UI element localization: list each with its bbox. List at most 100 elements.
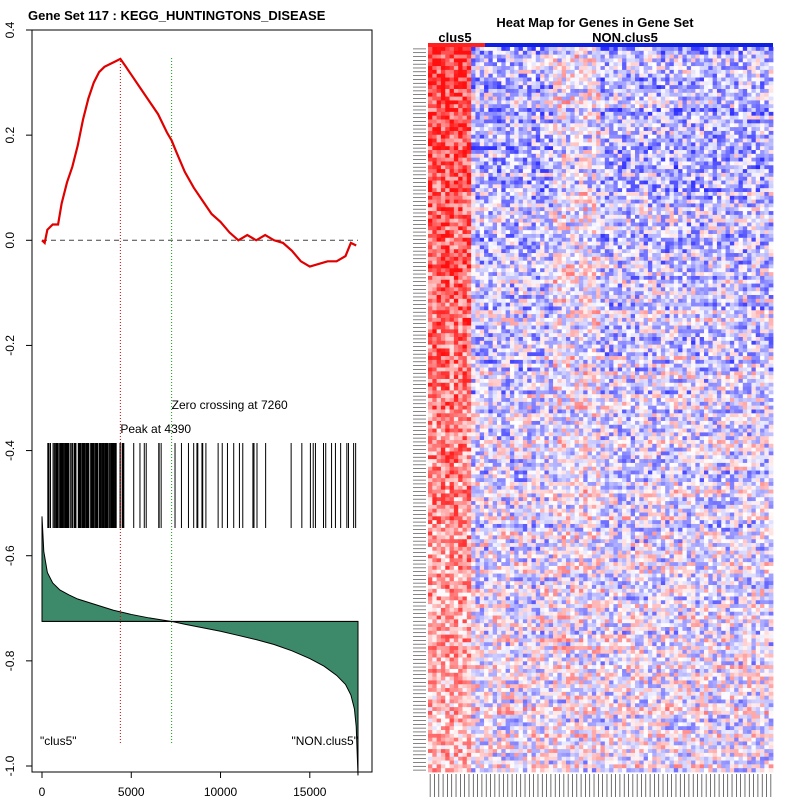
heatmap-cell: [471, 253, 476, 258]
heatmap-cell: [518, 180, 524, 185]
heatmap-cell: [561, 50, 567, 56]
heatmap-cell: [453, 172, 459, 178]
heatmap-cell: [729, 85, 735, 90]
heatmap-cell: [587, 180, 593, 185]
heatmap-cell: [531, 81, 537, 86]
heatmap-cell: [764, 58, 770, 63]
heatmap-cell: [609, 146, 614, 151]
heatmap-cell: [458, 92, 463, 98]
heatmap-cell: [574, 172, 580, 178]
heatmap-cell: [587, 230, 593, 235]
heatmap-cell: [630, 88, 636, 94]
heatmap-cell: [639, 207, 645, 212]
heatmap-cell: [566, 142, 571, 147]
heatmap-cell: [704, 92, 709, 98]
heatmap-cell: [583, 85, 588, 90]
heatmap-cell: [751, 211, 757, 216]
heatmap-cell: [527, 50, 532, 56]
heatmap-cell: [458, 218, 463, 223]
heatmap-cell: [557, 272, 563, 277]
heatmap-cell: [630, 134, 636, 139]
heatmap-cell: [531, 123, 537, 128]
heatmap-cell: [540, 81, 545, 86]
heatmap-cell: [738, 111, 744, 117]
heatmap-cell: [751, 54, 757, 59]
heatmap-cell: [682, 104, 688, 109]
heatmap-cell: [704, 264, 709, 269]
heatmap-cell: [462, 195, 468, 201]
heatmap-cell: [527, 134, 532, 139]
heatmap-cell: [725, 195, 731, 201]
heatmap-cell: [436, 81, 442, 86]
heatmap-cell: [734, 123, 739, 128]
heatmap-cell: [583, 233, 588, 239]
heatmap-cell: [484, 199, 489, 204]
heatmap-cell: [742, 233, 748, 239]
heatmap-cell: [436, 127, 442, 132]
heatmap-cell: [492, 50, 498, 56]
heatmap-cell: [553, 50, 558, 56]
heatmap-cell: [505, 264, 511, 269]
heatmap-cell: [751, 100, 757, 105]
heatmap-cell: [647, 73, 653, 78]
heatmap-cell: [596, 249, 601, 254]
heatmap-cell: [548, 176, 554, 181]
heatmap-cell: [544, 211, 550, 216]
heatmap-cell: [660, 237, 666, 243]
heatmap-cell: [574, 192, 580, 197]
heatmap-cell: [639, 165, 645, 170]
heatmap-cell: [578, 73, 584, 78]
heatmap-cell: [691, 249, 696, 254]
heatmap-cell: [479, 230, 485, 235]
heatmap-cell: [583, 214, 588, 220]
heatmap-cell: [432, 256, 438, 262]
heatmap-cell: [712, 268, 718, 273]
heatmap-cell: [587, 123, 593, 128]
heatmap-cell: [626, 108, 632, 113]
heatmap-cell: [652, 203, 657, 208]
heatmap-cell: [453, 264, 459, 269]
heatmap-cell: [678, 237, 683, 243]
heatmap-cell: [617, 165, 623, 170]
heatmap-cell: [721, 130, 726, 136]
heatmap-cell: [544, 85, 550, 90]
heatmap-cell: [656, 249, 662, 254]
heatmap-cell: [566, 85, 571, 90]
heatmap-cell: [488, 142, 494, 147]
heatmap-cell: [755, 58, 761, 63]
heatmap-cell: [501, 260, 507, 265]
heatmap-cell: [466, 199, 472, 204]
heatmap-cell: [583, 237, 588, 243]
heatmap-cell: [484, 222, 489, 227]
heatmap-cell: [704, 50, 709, 56]
heatmap-cell: [596, 153, 601, 159]
heatmap-cell: [531, 161, 537, 166]
heatmap-cell: [729, 222, 735, 227]
heatmap-cell: [578, 192, 584, 197]
heatmap-cell: [522, 241, 528, 246]
heatmap-cell: [643, 195, 649, 201]
heatmap-cell: [557, 92, 563, 98]
heatmap-cell: [738, 146, 744, 151]
heatmap-cell: [492, 233, 498, 239]
heatmap-cell: [738, 138, 744, 143]
heatmap-cell: [432, 88, 438, 94]
heatmap-cell: [488, 222, 494, 227]
heatmap-cell: [445, 211, 450, 216]
heatmap-cell: [604, 130, 610, 136]
heatmap-cell: [755, 115, 761, 120]
heatmap-cell: [755, 81, 761, 86]
heatmap-cell: [704, 184, 709, 189]
heatmap-cell: [747, 230, 752, 235]
heatmap-cell: [660, 249, 666, 254]
heatmap-cell: [622, 47, 627, 52]
heatmap-cell: [449, 230, 455, 235]
heatmap-cell: [660, 256, 666, 262]
heatmap-cell: [466, 203, 472, 208]
heatmap-cell: [635, 92, 640, 98]
heatmap-cell: [656, 268, 662, 273]
heatmap-cell: [609, 241, 614, 246]
heatmap-cell: [716, 54, 722, 59]
heatmap-cell: [531, 195, 537, 201]
heatmap-cell: [721, 104, 726, 109]
